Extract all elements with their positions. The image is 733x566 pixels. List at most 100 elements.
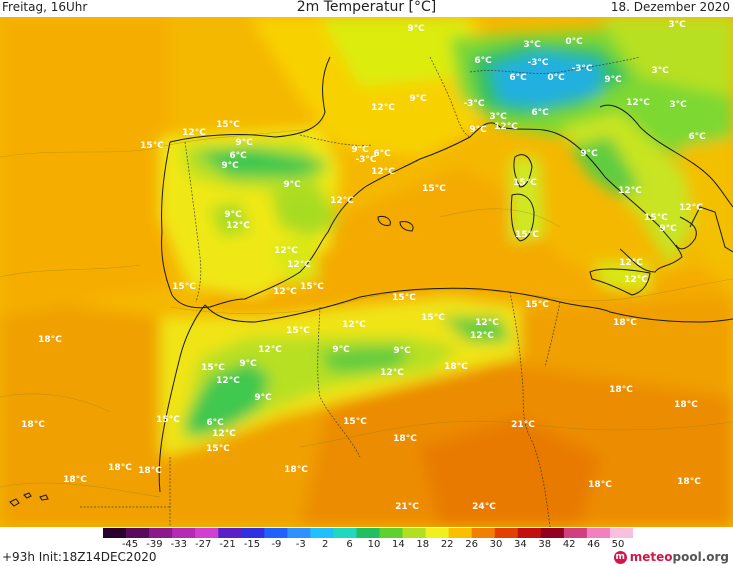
color-scale-segment [149, 528, 173, 538]
temperature-label: 12°C [226, 221, 250, 231]
isotherm-contours [0, 128, 733, 498]
temperature-label: 18°C [444, 362, 468, 372]
temperature-label: 15°C [201, 363, 225, 373]
temperature-label: 18°C [108, 463, 132, 473]
temperature-label: 18°C [284, 465, 308, 475]
color-scale-segment [494, 528, 519, 538]
temperature-label: 3°C [668, 20, 686, 30]
temperature-label: 21°C [511, 420, 535, 430]
temperature-label: 6°C [206, 418, 224, 428]
color-scale-tick: -39 [146, 539, 163, 550]
color-scale-segment [517, 528, 542, 538]
color-scale-bar [103, 528, 633, 538]
temperature-map: 9°C3°C 0°C3°C6°C -3°C-3°C 3°C6°C 0°C 9°C9°C12… [0, 17, 733, 527]
temperature-label: 18°C [609, 385, 633, 395]
temperature-label: 18°C [63, 475, 87, 485]
temperature-label: 15°C [343, 417, 367, 427]
temperature-label: -3°C [527, 58, 548, 68]
temperature-label: 12°C [626, 98, 650, 108]
temperature-label: 0°C [565, 37, 583, 47]
temperature-label: 15°C [300, 282, 324, 292]
color-scale-tick: 10 [367, 539, 381, 550]
temperature-label: 12°C [470, 331, 494, 341]
coastlines [158, 56, 733, 493]
color-scale-segment [402, 528, 427, 538]
temperature-label: 9°C [407, 24, 425, 34]
color-scale-segment [172, 528, 196, 538]
temperature-label: 12°C [618, 186, 642, 196]
temperature-label: 9°C [469, 125, 487, 135]
color-scale-segment [287, 528, 311, 538]
temperature-label: 12°C [371, 167, 395, 177]
temperature-label: 15°C [422, 184, 446, 194]
temperature-label: 3°C [669, 100, 687, 110]
temperature-label: 12°C [287, 260, 311, 270]
temperature-label: 6°C [688, 132, 706, 142]
temperature-label: 12°C [258, 345, 282, 355]
country-borders [80, 56, 641, 527]
color-scale-segment [218, 528, 242, 538]
color-scale-tick: 34 [514, 539, 527, 550]
meteopool-logo[interactable]: m meteopool.org [613, 550, 729, 564]
color-scale-tick: 50 [611, 539, 625, 550]
temperature-label: 18°C [138, 466, 162, 476]
color-scale-tick: 2 [322, 539, 329, 550]
meteopool-logo-text: meteopool.org [629, 550, 729, 564]
temperature-label: 15°C [156, 415, 180, 425]
temperature-label: 9°C [409, 94, 427, 104]
canary-islands [9, 492, 49, 507]
temperature-label: 12°C [273, 287, 297, 297]
temperature-label: 12°C [371, 103, 395, 113]
color-scale-segment [425, 528, 450, 538]
color-scale-tick: -9 [271, 539, 282, 550]
temperature-label: 12°C [342, 320, 366, 330]
color-scale-tick: -21 [219, 539, 236, 550]
temperature-label: 12°C [380, 368, 404, 378]
color-scale-tick: 38 [538, 539, 552, 550]
temperature-label: 12°C [182, 128, 206, 138]
temperature-label: 15°C [172, 282, 196, 292]
forecast-day-label: Freitag, 16Uhr [2, 0, 88, 14]
temperature-label: 9°C [221, 161, 239, 171]
temperature-label: 0°C [547, 73, 565, 83]
temperature-label: 12°C [330, 196, 354, 206]
temperature-label: 3°C [489, 112, 507, 122]
temperature-label: 9°C [235, 138, 253, 148]
color-scale-tick: 18 [416, 539, 430, 550]
color-scale-segment [356, 528, 381, 538]
forecast-date-label: 18. Dezember 2020 [610, 0, 730, 14]
temperature-label: 9°C [224, 210, 242, 220]
temperature-label: 6°C [531, 108, 549, 118]
temperature-label: 12°C [212, 429, 236, 439]
color-scale-ticks: -45 -39 -33 -27 -21 -15 -9 -3 2 6 10 14 18 22 26 30 34 38… [0, 539, 733, 553]
temperature-label: 9°C [393, 346, 411, 356]
temperature-label: 12°C [619, 258, 643, 268]
temperature-labels: 9°C3°C 0°C3°C6°C -3°C-3°C 3°C6°C 0°C 9°C9°C12… [21, 20, 706, 512]
temperature-label: 6°C [229, 151, 247, 161]
temperature-label: 15°C [392, 293, 416, 303]
color-scale-tick: 26 [465, 539, 478, 550]
temperature-label: 6°C [373, 149, 391, 159]
temperature-label: 12°C [274, 246, 298, 256]
temperature-label: 18°C [393, 434, 417, 444]
model-run-label: +93h Init:18Z14DEC2020 [2, 550, 157, 564]
color-scale-segment [586, 528, 611, 538]
color-scale-segment [471, 528, 496, 538]
temperature-label: 24°C [472, 502, 496, 512]
color-scale-tick: 14 [392, 539, 405, 550]
temperature-label: 18°C [38, 335, 62, 345]
color-scale-segment [379, 528, 404, 538]
color-scale-tick: 22 [440, 539, 454, 550]
color-scale-tick: -27 [195, 539, 212, 550]
color-scale-segment [103, 528, 127, 538]
color-scale-segment [195, 528, 219, 538]
color-scale-segment [264, 528, 288, 538]
color-scale-tick: 42 [562, 539, 576, 550]
color-scale-tick: -45 [121, 539, 139, 550]
color-scale-segment [126, 528, 150, 538]
color-scale-tick: -33 [170, 539, 187, 550]
temperature-label: 6°C [509, 73, 527, 83]
map-title: 2m Temperatur [°C] [296, 0, 437, 15]
color-scale-tick: 30 [489, 539, 503, 550]
